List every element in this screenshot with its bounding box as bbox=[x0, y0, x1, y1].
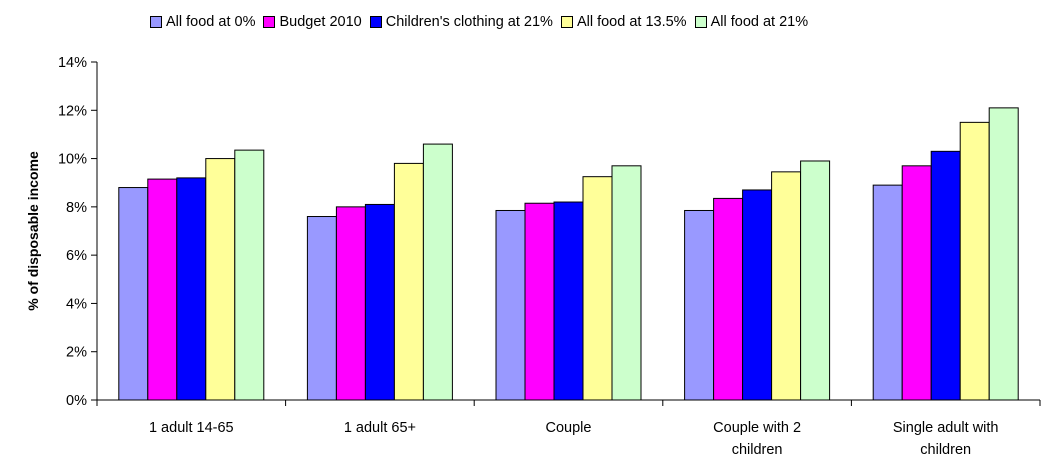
legend-item: Budget 2010 bbox=[263, 14, 362, 30]
x-tick-label: Couple bbox=[546, 420, 592, 436]
x-tick-label: Couple with 2 children bbox=[713, 420, 801, 458]
bar bbox=[147, 178, 178, 401]
bar bbox=[335, 206, 366, 401]
y-tick-label: 6% bbox=[66, 248, 87, 264]
x-tick-label: 1 adult 65+ bbox=[344, 420, 416, 436]
bar bbox=[582, 176, 613, 401]
bar bbox=[713, 197, 744, 401]
y-tick-label: 2% bbox=[66, 345, 87, 361]
bar bbox=[553, 201, 584, 401]
legend-item: All food at 0% bbox=[150, 14, 255, 30]
legend-item: All food at 21% bbox=[694, 14, 809, 30]
legend-swatch bbox=[263, 16, 276, 28]
bar bbox=[930, 150, 961, 401]
bar bbox=[234, 149, 265, 401]
legend-label: All food at 13.5% bbox=[576, 14, 687, 30]
bar bbox=[176, 177, 207, 401]
legend-label: All food at 21% bbox=[710, 14, 809, 30]
legend-label: Budget 2010 bbox=[279, 14, 362, 30]
bar bbox=[205, 158, 236, 401]
legend-swatch bbox=[694, 16, 707, 28]
bar bbox=[901, 165, 932, 401]
bar bbox=[800, 160, 831, 401]
legend-swatch bbox=[150, 16, 162, 28]
bar bbox=[393, 162, 424, 401]
bar bbox=[118, 187, 149, 401]
bar bbox=[872, 184, 903, 401]
x-tick-label: 1 adult 14-65 bbox=[149, 420, 234, 436]
y-tick-label: 0% bbox=[66, 393, 87, 409]
bar bbox=[988, 107, 1019, 401]
bar bbox=[684, 209, 715, 401]
legend-swatch bbox=[560, 16, 573, 28]
y-axis-title: % of disposable income bbox=[25, 151, 41, 311]
bar bbox=[771, 171, 802, 401]
y-tick-label: 4% bbox=[66, 296, 87, 312]
legend-item: Children's clothing at 21% bbox=[369, 14, 553, 30]
y-tick-label: 10% bbox=[58, 152, 87, 168]
y-tick-label: 12% bbox=[58, 103, 87, 119]
x-tick-label: Single adult with children bbox=[893, 420, 999, 458]
bar bbox=[611, 165, 642, 401]
bar bbox=[495, 209, 526, 401]
legend-label: Children's clothing at 21% bbox=[385, 14, 553, 30]
bar bbox=[524, 202, 555, 401]
legend-swatch bbox=[369, 16, 382, 28]
legend: All food at 0% Budget 2010 Children's clot… bbox=[150, 12, 816, 32]
y-tick-label: 14% bbox=[58, 55, 87, 71]
legend-label: All food at 0% bbox=[166, 14, 256, 30]
bar bbox=[742, 189, 773, 401]
legend-item: All food at 13.5% bbox=[560, 14, 687, 30]
bar bbox=[364, 203, 395, 401]
y-tick-label: 8% bbox=[66, 200, 87, 216]
bar bbox=[959, 121, 990, 401]
bar bbox=[422, 143, 453, 401]
bar bbox=[306, 216, 337, 401]
